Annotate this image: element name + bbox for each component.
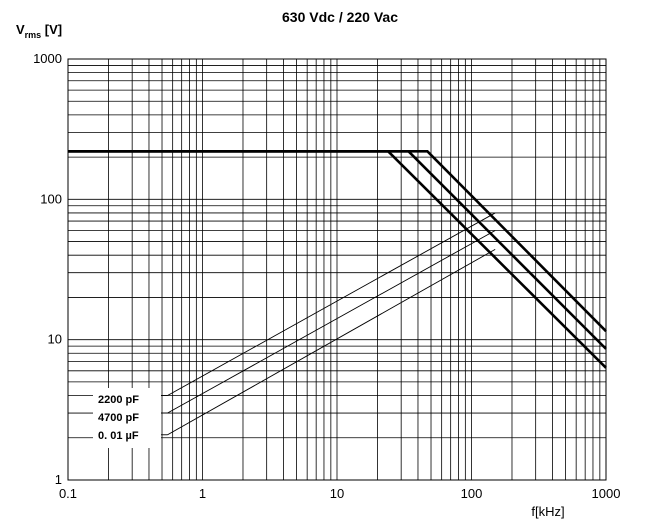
legend-item-4700pf: 4700 pF [98,412,139,424]
voltage-curve-2 [68,149,607,369]
x-tick-label: 0.1 [59,486,77,501]
plot-frame [67,58,607,481]
legend-item-2200pf: 2200 pF [98,394,139,406]
x-axis-label: f[kHz] [531,504,564,519]
x-tick-label: 1000 [592,486,621,501]
chart-title: 630 Vdc / 220 Vac [282,9,398,25]
series-layer [68,149,607,369]
x-tick-label: 100 [461,486,483,501]
capacitor-line-2 [167,248,496,436]
legend-box [93,388,161,448]
y-tick-label: 1000 [33,51,62,66]
legend: 2200 pF 4700 pF 0. 01 µF [93,388,161,448]
capacitor-lines-layer [160,212,496,436]
y-tick-label: 100 [40,191,62,206]
grid [67,59,606,481]
x-tick-label: 1 [199,486,206,501]
y-axis-label-sub: rms [25,30,42,40]
legend-item-001uf: 0. 01 µF [98,430,139,442]
y-tick-labels: 1 10 100 1000 [33,51,62,487]
y-axis-label: Vrms [V] [16,22,62,40]
capacitor-line-1 [167,230,496,414]
y-axis-label-unit: [V] [41,22,62,37]
capacitor-line-0 [167,212,496,396]
y-axis-label-main: V [16,22,25,37]
x-tick-label: 10 [330,486,344,501]
y-tick-label: 10 [48,332,62,347]
x-tick-labels: 0.1 1 10 100 1000 [59,486,621,501]
y-tick-label: 1 [55,472,62,487]
